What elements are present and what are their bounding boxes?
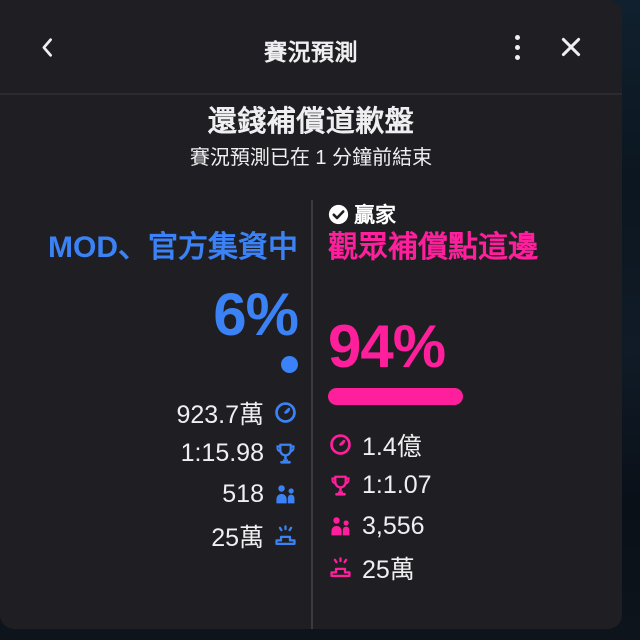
close-icon xyxy=(561,37,581,57)
event-status: 賽況預測已在 1 分鐘前結束 xyxy=(189,147,433,170)
outcomes-container: MOD、官方集資中 6% 923.7萬 1:15.98 xyxy=(0,200,622,629)
outcome-pink-stats: 1.4億 1:1.07 xyxy=(328,430,608,584)
winner-label: 贏家 xyxy=(354,204,396,227)
outcome-blue-winner-spacer xyxy=(18,200,298,230)
outcome-blue-highest-bet-value: 25萬 xyxy=(211,523,264,552)
outcome-blue-percent: 6% xyxy=(213,280,299,348)
prediction-card: 賽況預測 還錢補償道歉盤 賽況預測已在 1 分鐘前結束 MOD、官方集資中 6% xyxy=(0,0,622,629)
outcome-blue-stats: 923.7萬 1:15.98 xyxy=(18,398,298,552)
more-vertical-icon-dot-2 xyxy=(514,44,520,50)
more-vertical-icon-dot-3 xyxy=(514,54,520,60)
outcome-pink-title: 觀眾補償點這邊 xyxy=(328,231,538,264)
outcome-blue-title: MOD、官方集資中 xyxy=(48,231,298,264)
back-button[interactable] xyxy=(27,27,67,67)
stat-row: 923.7萬 xyxy=(18,398,298,429)
trophy-icon xyxy=(331,475,350,496)
outcome-blue[interactable]: MOD、官方集資中 6% 923.7萬 1:15.98 xyxy=(0,200,312,629)
page-title: 賽況預測 xyxy=(264,39,358,65)
trophy-icon xyxy=(276,443,295,464)
column-divider xyxy=(311,200,313,629)
highest-bet-icon xyxy=(275,525,296,546)
outcome-pink-ratio-value: 1:1.07 xyxy=(362,471,432,500)
more-vertical-icon-dot-1 xyxy=(514,34,520,40)
outcome-pink-bar-track xyxy=(328,388,608,406)
card-header: 賽況預測 xyxy=(0,0,622,95)
channel-points-icon xyxy=(275,402,296,423)
outcome-pink-points-value: 1.4億 xyxy=(362,432,422,461)
outcome-blue-ratio-value: 1:15.98 xyxy=(180,439,264,468)
outcome-pink-voters-value: 3,556 xyxy=(362,512,425,541)
outcome-pink-highest-bet-value: 25萬 xyxy=(362,555,415,584)
more-options-button[interactable] xyxy=(500,28,534,66)
outcome-blue-bar xyxy=(281,356,298,374)
users-icon xyxy=(276,485,295,504)
outcome-blue-voters-value: 518 xyxy=(222,480,264,509)
stat-row: 3,556 xyxy=(328,512,608,542)
outcome-pink[interactable]: 贏家 觀眾補償點這邊 94% 1.4億 xyxy=(312,200,622,629)
outcome-blue-points-value: 923.7萬 xyxy=(176,400,264,429)
event-title: 還錢補償道歉盤 xyxy=(207,106,415,138)
users-icon xyxy=(331,517,350,536)
winner-badge: 贏家 xyxy=(328,200,608,228)
stat-row: 518 xyxy=(18,480,298,510)
stat-row: 1:15.98 xyxy=(18,439,298,469)
stat-row: 25萬 xyxy=(18,521,298,552)
outcome-pink-bar xyxy=(328,388,463,406)
outcome-pink-percent: 94% xyxy=(328,312,446,380)
stat-row: 1.4億 xyxy=(328,430,608,461)
chevron-left-icon xyxy=(42,37,52,57)
event-title-block: 還錢補償道歉盤 賽況預測已在 1 分鐘前結束 xyxy=(0,104,622,171)
channel-points-icon xyxy=(330,434,351,455)
outcome-blue-bar-track xyxy=(18,356,298,374)
stat-row: 25萬 xyxy=(328,553,608,584)
stat-row: 1:1.07 xyxy=(328,471,608,501)
close-button[interactable] xyxy=(552,28,590,66)
check-circle-icon xyxy=(328,204,349,224)
highest-bet-icon xyxy=(330,557,351,578)
